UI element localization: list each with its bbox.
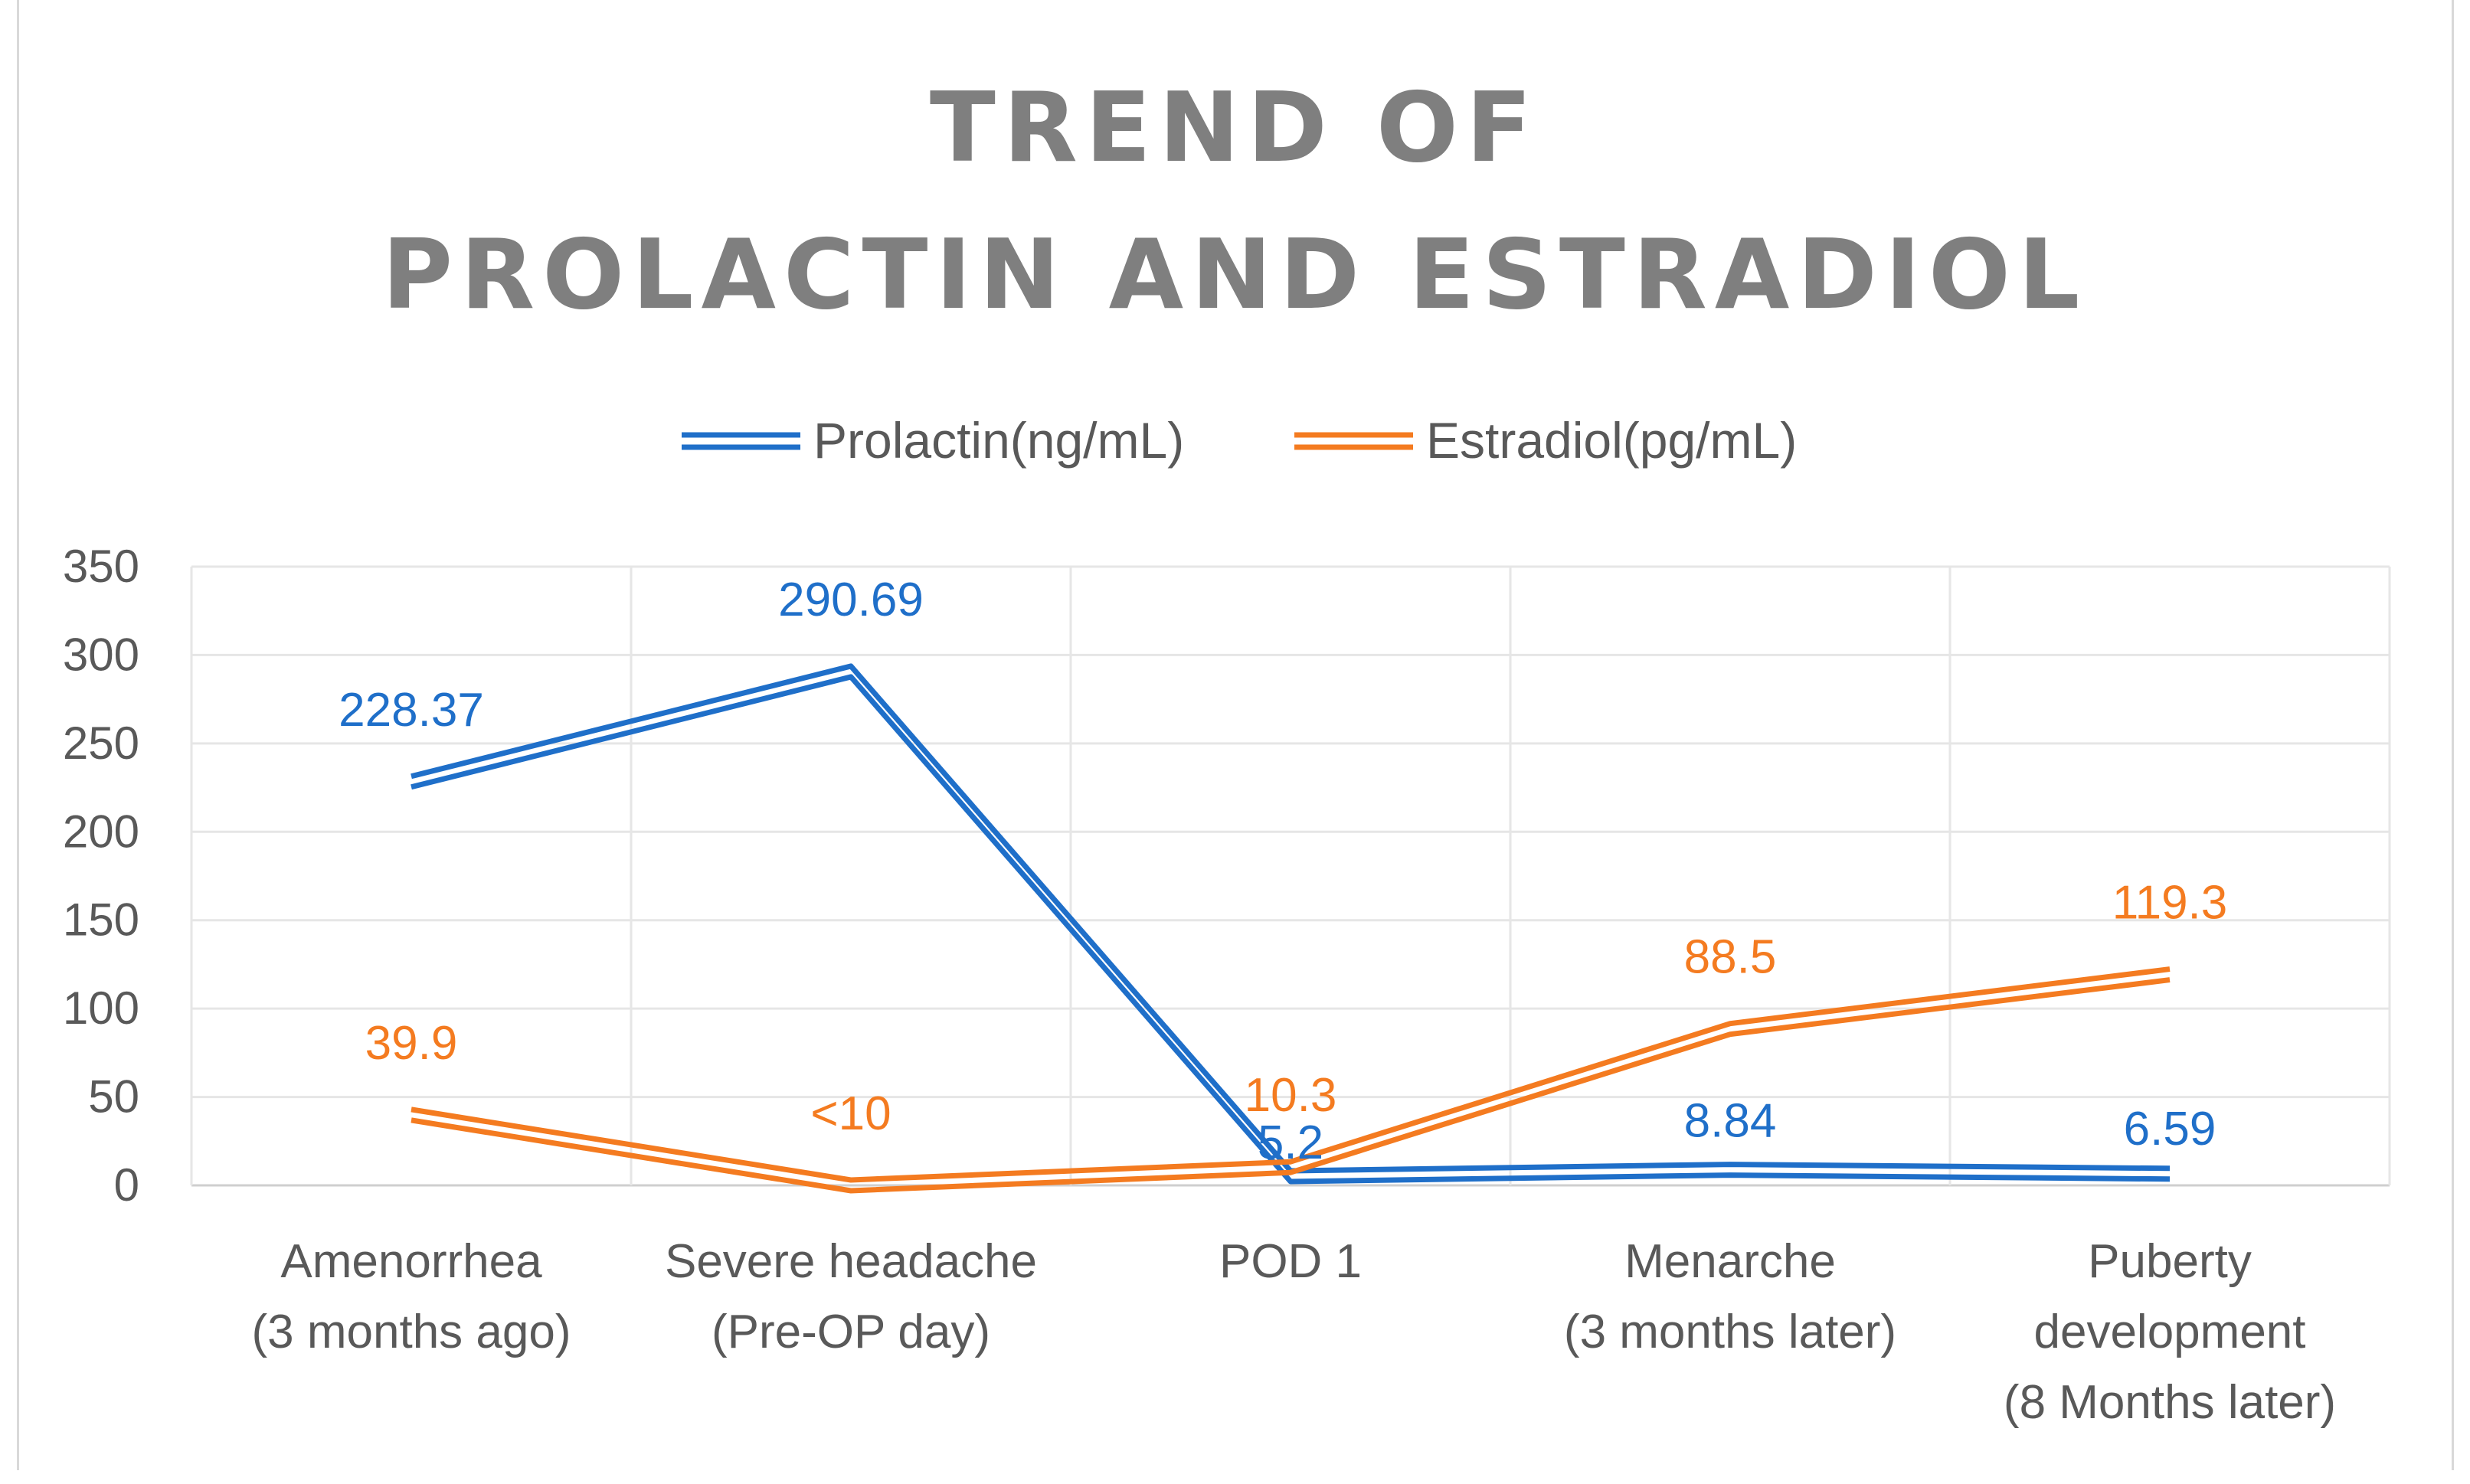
x-category-label: (8 Months later) xyxy=(2004,1376,2336,1429)
y-tick-label: 250 xyxy=(63,717,139,769)
y-tick-label: 300 xyxy=(63,629,139,680)
y-axis-ticks: 0 50 100 150 200 250 300 350 xyxy=(63,541,139,1211)
series-line xyxy=(411,674,2171,1185)
y-tick-label: 100 xyxy=(63,982,139,1034)
x-category-label: Menarche xyxy=(1624,1235,1836,1288)
data-label: 88.5 xyxy=(1684,931,1777,984)
data-label: 228.37 xyxy=(339,684,484,737)
x-category-label: Severe headache xyxy=(665,1235,1037,1288)
y-tick-label: 350 xyxy=(63,541,139,592)
x-category-label: development xyxy=(2033,1306,2305,1358)
data-label: 10.3 xyxy=(1245,1069,1337,1122)
chart-title: TREND OF PROLACTIN AND ESTRADIOL xyxy=(382,71,2088,331)
data-label: <10 xyxy=(810,1087,891,1140)
gridlines xyxy=(190,565,2391,1187)
x-category-label: (3 months ago) xyxy=(252,1306,571,1358)
x-category-label: (3 months later) xyxy=(1564,1306,1896,1358)
data-label: 290.69 xyxy=(778,574,924,626)
y-tick-label: 50 xyxy=(88,1071,139,1123)
data-label: 6.59 xyxy=(2124,1103,2216,1155)
chart-title-line: PROLACTIN AND ESTRADIOL xyxy=(382,218,2088,331)
series-line xyxy=(411,966,2171,1183)
x-category-label: (Pre-OP day) xyxy=(712,1306,990,1358)
chart-title-line: TREND OF xyxy=(930,71,1539,184)
chart-frame xyxy=(17,0,2454,1470)
data-label: 5.2 xyxy=(1258,1116,1323,1169)
data-labels: 228.37 290.69 5.2 8.84 6.59 39.9 <10 10.3 88.5 11… xyxy=(339,574,2227,1169)
data-label: 39.9 xyxy=(365,1017,458,1070)
x-category-label: Amenorrhea xyxy=(280,1235,542,1288)
series-lines xyxy=(411,663,2171,1194)
legend: Prolactin(ng/mL) Estradiol(pg/mL) xyxy=(682,412,1797,469)
y-tick-label: 150 xyxy=(63,894,139,946)
data-label: 119.3 xyxy=(2112,877,2228,930)
x-category-label: POD 1 xyxy=(1219,1235,1362,1288)
x-axis-categories: Amenorrhea (3 months ago) Severe headache (… xyxy=(252,1235,2337,1429)
data-label: 8.84 xyxy=(1684,1095,1777,1148)
y-tick-label: 0 xyxy=(114,1159,139,1211)
legend-label: Estradiol(pg/mL) xyxy=(1426,412,1797,469)
legend-label: Prolactin(ng/mL) xyxy=(813,412,1184,469)
y-tick-label: 200 xyxy=(63,806,139,857)
x-category-label: Puberty xyxy=(2088,1235,2252,1288)
series-line xyxy=(411,977,2171,1194)
